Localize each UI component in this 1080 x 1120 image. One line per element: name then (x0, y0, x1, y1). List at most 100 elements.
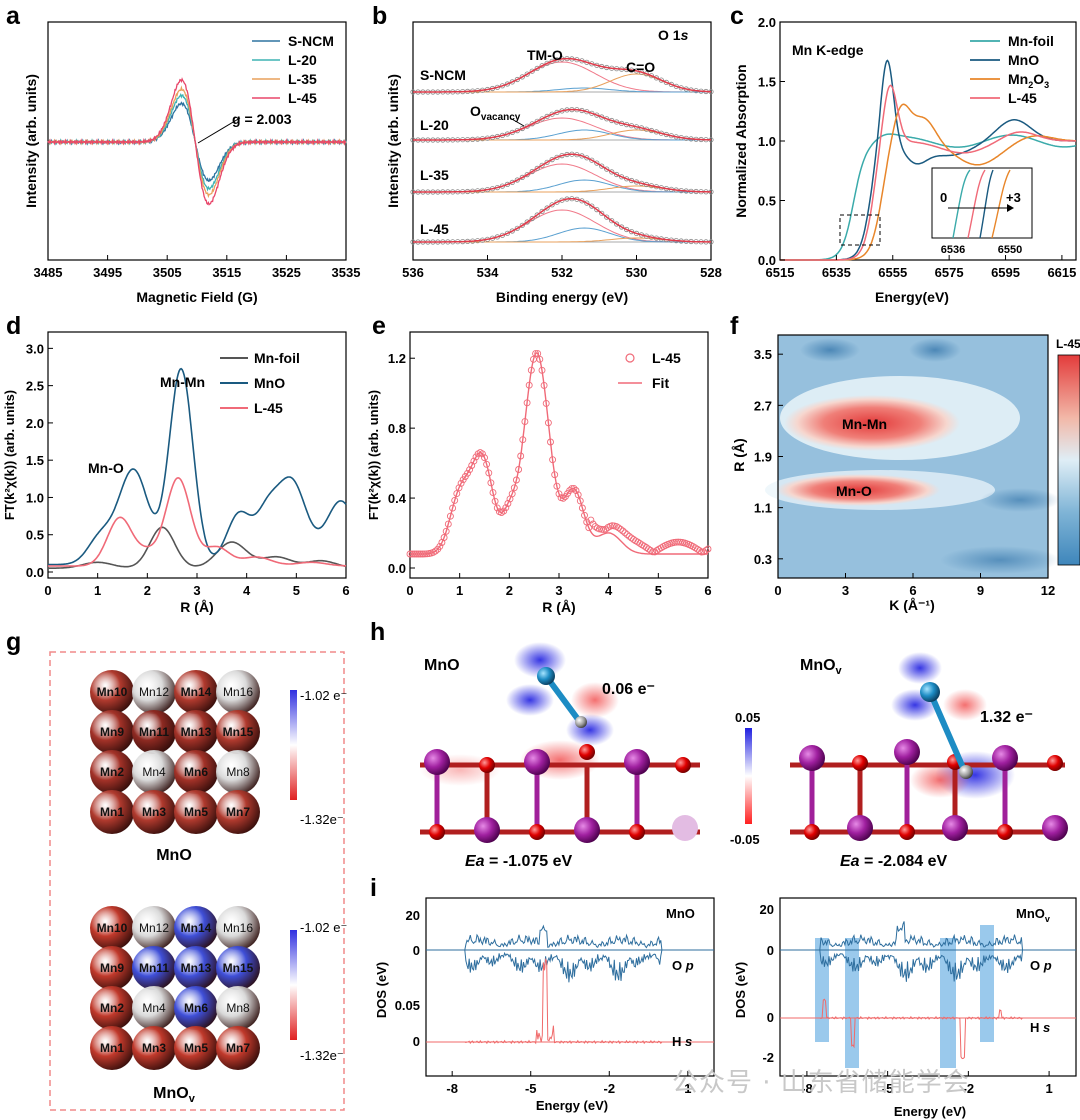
panel-b-data-point (539, 116, 545, 122)
panel-e-data-point (527, 366, 535, 374)
panel-c-xticks: 6515 6535 6555 6575 6595 6615 (766, 255, 1076, 280)
panel-g-scale-top-min: -1.32e⁻ (300, 812, 344, 827)
panel-e-data-point (623, 531, 631, 539)
panel-g-mno-slab: Mn10 Mn12 Mn14 Mn16 Mn9 Mn11 Mn13 Mn15 Mn2 Mn4 Mn6… (90, 670, 260, 834)
panel-c-title: Mn K-edge (792, 42, 864, 58)
panel-i-xtick-label: -2 (603, 1081, 615, 1096)
panel-h: MnO 0.06 e⁻ Ea = -1.075 eV 0.05 -0.05 (420, 642, 1068, 870)
panel-f-ytick-label: 0.3 (754, 552, 772, 567)
panel-g-atom-label: Mn15 (223, 725, 254, 739)
panel-g-atom (216, 906, 260, 950)
panel-e-xlabel: R (Å) (542, 599, 575, 615)
panel-b-data-point (584, 155, 590, 161)
panel-i-right-ytick-0a: 0 (767, 943, 774, 958)
panel-e-data-point (500, 507, 508, 515)
panel-b-xtick-label: 534 (477, 265, 499, 280)
panel-b-data-point (529, 168, 535, 175)
panel-e-data-point (674, 538, 682, 546)
panel-b-data-point (544, 159, 550, 165)
panel-d-ytick-label: 1.0 (26, 490, 44, 505)
panel-b-data-point (524, 123, 530, 129)
panel-a-xticks: 3485 3495 3505 3515 3525 3535 (34, 255, 360, 280)
panel-g-atom (132, 906, 176, 950)
panel-b-ovacancy: Ovacancy (470, 103, 521, 123)
panel-i-left-ytick-0b: 0 (413, 1034, 420, 1049)
panel-e-data-point (696, 547, 703, 555)
panel-b-data-point (554, 199, 560, 205)
panel-i-right-title: MnOv (1016, 906, 1050, 924)
panel-c-yticks: 0.0 0.5 1.0 1.5 2.0 (758, 15, 785, 268)
panel-b-data-point (504, 230, 510, 236)
panel-g-atom-label: Mn8 (226, 765, 250, 779)
panel-e-data-point (549, 456, 557, 464)
panel-b-data-point (604, 214, 610, 220)
panel-e-data-point (491, 497, 499, 505)
panel-b-peak-tmo: TM-O (527, 47, 563, 63)
panel-g-atom (90, 946, 134, 990)
panel-g-atom-label: Mn9 (100, 725, 124, 739)
panel-g: Mn10 Mn12 Mn14 Mn16 Mn9 Mn11 Mn13 Mn15 Mn2 Mn4 Mn6… (49, 651, 347, 1111)
panel-e-data-point (455, 484, 463, 492)
panel-d-xtick-label: 3 (193, 583, 200, 598)
panel-a-series-L-45 (47, 77, 346, 206)
panel-e-data-point (464, 469, 471, 477)
panel-g-atom (174, 946, 218, 990)
panel-e-data-point (551, 471, 559, 479)
panel-b-data-point (653, 75, 660, 81)
panel-g-scale-bottom-min: -1.32e⁻ (300, 1048, 344, 1063)
panel-d-xtick-label: 5 (293, 583, 300, 598)
panel-b-data-point (623, 176, 630, 182)
panel-g-atom (174, 986, 218, 1030)
panel-g-atom-label: Mn10 (97, 921, 128, 935)
panel-e-xticks: 0 1 2 3 4 5 6 (406, 573, 712, 598)
panel-g-atom-label: Mn7 (226, 1041, 250, 1055)
panel-h-colorbar-min: -0.05 (730, 832, 760, 847)
panel-g-atom-label: Mn6 (184, 1001, 208, 1015)
panel-e-data-point (525, 381, 533, 389)
panel-c-xlabel: Energy(eV) (875, 289, 949, 305)
panel-letter-f: f (730, 312, 739, 340)
panel-i-left-curves (426, 924, 714, 1045)
panel-b-data-point (589, 203, 595, 209)
panel-e-data-point (521, 418, 529, 426)
panel-h-charge-mno: 0.06 e⁻ (602, 681, 655, 698)
panel-g-atom-label: Mn14 (181, 685, 212, 699)
panel-f-xtick-label: 6 (909, 583, 916, 598)
panel-d-legend-label: L-45 (254, 400, 283, 416)
panel-b-data-point (534, 165, 540, 171)
panel-b-data-point (514, 128, 520, 134)
panel-f-label-mno: Mn-O (836, 483, 872, 499)
panel-g-caption-mno: MnO (156, 847, 192, 864)
panel-i-xtick-label: 1 (684, 1081, 691, 1096)
panel-e-data-point (432, 547, 439, 555)
panel-g-atom (90, 750, 134, 794)
panel-g-scale-bottom (290, 930, 297, 1040)
panel-letter-i: i (370, 874, 377, 902)
panel-e-data-point (621, 529, 629, 537)
panel-b-data-point (544, 205, 550, 211)
panel-b-data-point (514, 177, 520, 183)
panel-d-ytick-label: 1.5 (26, 453, 44, 468)
panel-b-data-point (628, 229, 635, 235)
panel-d-legend-label: Mn-foil (254, 350, 300, 366)
panel-d-ytick-label: 2.0 (26, 416, 44, 431)
panel-e-data-point (702, 546, 710, 554)
panel-g-atom (174, 1026, 218, 1070)
panel-e-data-point (574, 491, 582, 499)
panel-d-curves (48, 367, 347, 569)
panel-g-atom (90, 710, 134, 754)
panel-e-data-point (446, 512, 454, 520)
panel-e-data-point (453, 490, 461, 498)
panel-b-data-point (504, 181, 510, 187)
panel-g-atom (216, 1026, 260, 1070)
panel-e-xtick-label: 6 (704, 583, 711, 598)
panel-i-right-ytick-0b: 0 (767, 1010, 774, 1025)
panel-e-data-point (676, 538, 684, 546)
panel-a: g = 2.003 S-NCM L-20 L-35 L-45 3485 3495 3505… (23, 21, 360, 305)
panel-e-data-point (555, 490, 563, 498)
panel-e-xtick-label: 3 (555, 583, 562, 598)
panel-b-data-point (648, 73, 655, 79)
panel-g-atom (90, 1026, 134, 1070)
panel-g-atom-label: Mn12 (139, 685, 169, 699)
